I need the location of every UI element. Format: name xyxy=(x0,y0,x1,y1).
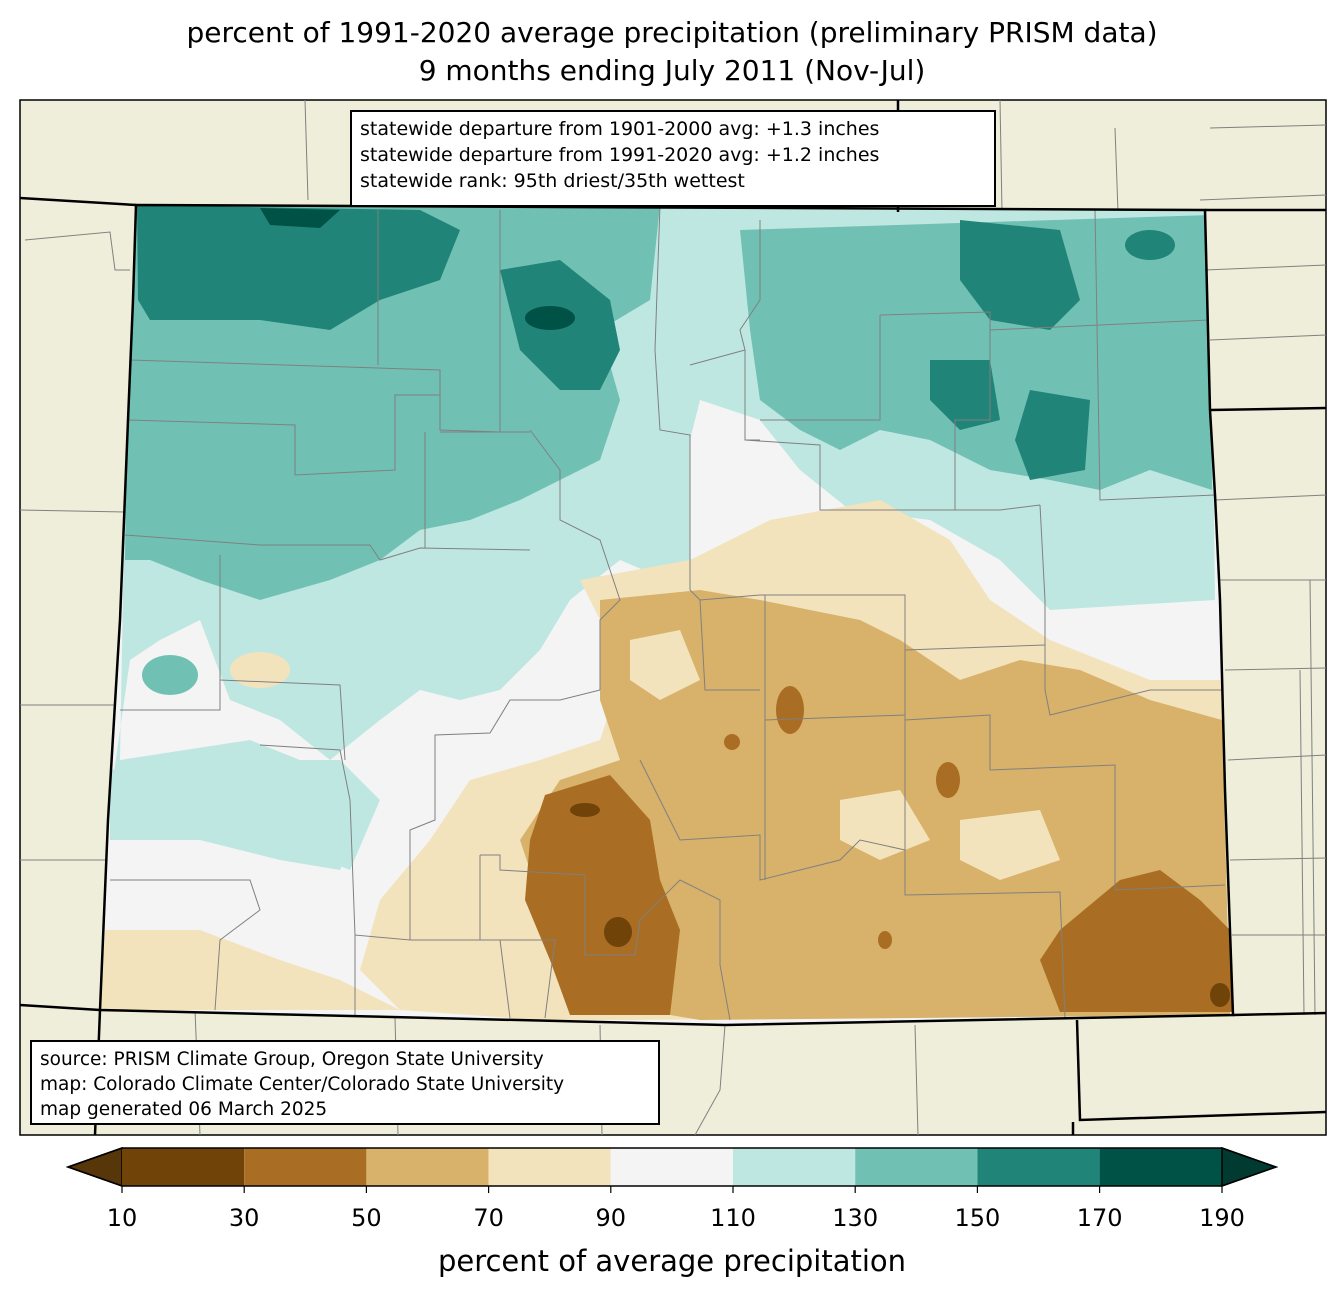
colorbar-bin-70-90 xyxy=(488,1148,611,1186)
colorbar-tick-label: 150 xyxy=(954,1204,1001,1232)
source-credit: source: PRISM Climate Group, Oregon Stat… xyxy=(40,1049,544,1070)
colorbar-tick-label: 50 xyxy=(351,1204,382,1232)
colorbar-tick-label: 130 xyxy=(832,1204,879,1232)
stats-rank: statewide rank: 95th driest/35th wettest xyxy=(360,170,745,192)
colorbar-tick-label: 30 xyxy=(228,1204,260,1232)
colorado-county-lines xyxy=(110,205,1226,1021)
colorbar-tick-label: 70 xyxy=(473,1204,504,1232)
colorbar-bin-10-30 xyxy=(122,1148,245,1186)
colorbar-under-arrow xyxy=(65,1146,123,1188)
map-credit: map: Colorado Climate Center/Colorado St… xyxy=(40,1074,565,1095)
colorbar-tick-label: 110 xyxy=(710,1204,756,1232)
map-title-line2: 9 months ending July 2011 (Nov-Jul) xyxy=(418,54,926,87)
colorbar-tick-label: 170 xyxy=(1076,1204,1123,1232)
stats-departure-1991-2020: statewide departure from 1991-2020 avg: … xyxy=(360,144,880,166)
precipitation-fill xyxy=(100,205,1233,1025)
colorbar-tick-label: 10 xyxy=(106,1204,138,1232)
statewide-stats-box: statewide departure from 1901-2000 avg: … xyxy=(350,110,996,207)
colorbar-bin-110-130 xyxy=(733,1148,856,1186)
colorbar xyxy=(65,1146,1279,1193)
state-boundaries xyxy=(20,100,1326,1135)
colorbar-bin-30-50 xyxy=(244,1148,367,1186)
colorado-boundary xyxy=(98,203,1235,1027)
colorbar-bin-90-110 xyxy=(610,1148,733,1186)
colorbar-tick-label: 190 xyxy=(1199,1204,1245,1232)
colorbar-bin-50-70 xyxy=(366,1148,489,1186)
stats-departure-1901-2000: statewide departure from 1901-2000 avg: … xyxy=(360,118,880,140)
source-credits-box: source: PRISM Climate Group, Oregon Stat… xyxy=(30,1040,660,1125)
colorbar-bin-150-170 xyxy=(977,1148,1100,1186)
colorbar-tick-marks xyxy=(121,1186,1223,1193)
neighbor-county-lines xyxy=(20,100,1326,1135)
colorbar-over-arrow xyxy=(1221,1146,1279,1188)
map-title-line1: percent of 1991-2020 average precipitati… xyxy=(186,16,1158,49)
colorbar-bin-130-150 xyxy=(855,1148,978,1186)
colorbar-label: percent of average precipitation xyxy=(437,1244,907,1278)
colorbar-tick-label: 90 xyxy=(595,1204,627,1232)
colorbar-bin-170-190 xyxy=(1099,1148,1222,1186)
generated-date: map generated 06 March 2025 xyxy=(40,1099,328,1120)
